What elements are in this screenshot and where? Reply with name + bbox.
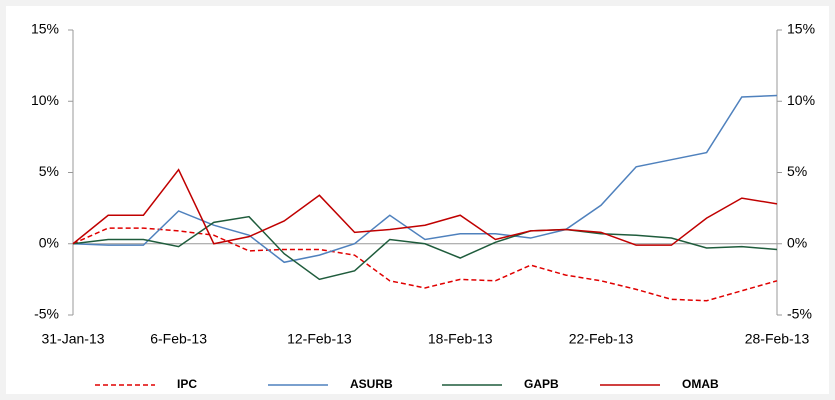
- x-tick-label: 31-Jan-13: [41, 331, 104, 347]
- y2-tick-label: 0%: [787, 234, 807, 250]
- x-tick-label: 28-Feb-13: [745, 331, 810, 347]
- background: [6, 6, 829, 394]
- series-line: [72, 215, 778, 281]
- y2-tick-label: 15%: [787, 21, 815, 37]
- y2-tick-label: 10%: [787, 92, 815, 108]
- y-tick-label: 10%: [31, 92, 59, 108]
- series-line: [72, 227, 778, 302]
- series-line: [72, 94, 778, 264]
- y2-tick-label: 5%: [787, 163, 807, 179]
- y2-tick-label: -5%: [787, 306, 812, 322]
- legend-label: GAPB: [524, 377, 559, 391]
- y-tick-label: 5%: [39, 163, 59, 179]
- legend-label: OMAB: [682, 377, 719, 391]
- x-tick-label: 6-Feb-13: [150, 331, 207, 347]
- legend-label: IPC: [177, 377, 197, 391]
- y-tick-label: 15%: [31, 21, 59, 37]
- y-tick-label: 0%: [39, 234, 59, 250]
- legend-label: ASURB: [350, 377, 393, 391]
- y-tick-label: -5%: [34, 306, 59, 322]
- series-line: [72, 168, 778, 246]
- x-tick-label: 22-Feb-13: [569, 331, 634, 347]
- x-tick-label: 18-Feb-13: [428, 331, 493, 347]
- x-tick-label: 12-Feb-13: [287, 331, 352, 347]
